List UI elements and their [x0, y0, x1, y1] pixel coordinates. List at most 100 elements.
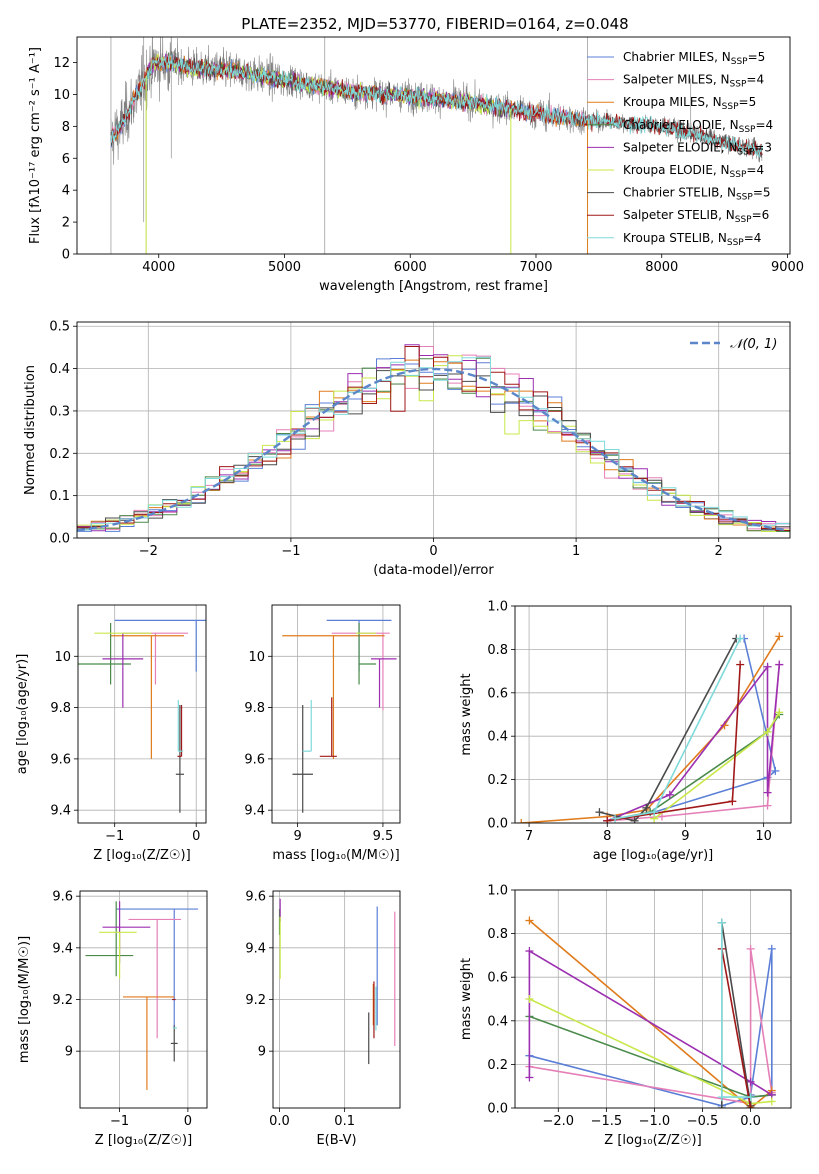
y-tick-label: 0.2 — [487, 773, 508, 788]
y-tick-label: 0.8 — [487, 643, 508, 658]
x-tick-label: 1 — [572, 544, 580, 559]
chart-residuals: −2 −1 0 1 2 0.0 0.1 0.2 0.3 0.4 0.5 (data-model)/er… — [23, 320, 791, 578]
x-tick-label: −1.0 — [639, 1114, 671, 1129]
plot-area-weight-vs-Z — [525, 916, 776, 1108]
y-tick-label: 0.4 — [487, 1014, 508, 1029]
y-axis-label: mass weight — [459, 958, 474, 1040]
point-salpeter-elodie — [370, 658, 397, 708]
chart-weight-vs-Z: −2.0 −1.5 −1.0 −0.5 0.0 0.0 0.2 0.4 0.6 0.8 1.0 Z [… — [459, 884, 792, 1148]
plot-area-age-vs-mass — [282, 619, 397, 813]
marker-chabrier-stelib — [642, 803, 651, 812]
spectrum-legend: Chabrier MILES, NSSP=5 Salpeter MILES, NS… — [587, 50, 773, 248]
marker-salpeter-elodie — [525, 1073, 534, 1082]
y-tick-label: 0.5 — [49, 320, 70, 335]
plot-area-spectrum — [110, 37, 763, 254]
marker-salpeter-elodie — [525, 947, 534, 956]
point-kroupa-stelib — [177, 699, 184, 752]
x-axis-label: Z [log₁₀(Z/Z☉)] — [93, 848, 190, 863]
marker-salpeter-stelib — [728, 797, 737, 806]
y-tick-label: 0.1 — [49, 489, 70, 504]
marker-kroupa-elodie — [763, 727, 772, 736]
axes-frame — [514, 605, 792, 824]
chart-mass-vs-ebv: 0.0 0.1 9 9.2 9.4 9.6 E(B-V) — [245, 890, 401, 1148]
histogram-chabrier-stelib — [77, 370, 790, 531]
y-tick-label: 9.6 — [244, 752, 265, 767]
x-tick-label: 0 — [429, 544, 437, 559]
marker-salpeter-elodie — [763, 662, 772, 671]
marker-kroupa-elodie — [525, 995, 534, 1003]
x-tick-label: 0 — [184, 1114, 192, 1129]
marker-chabrier-stelib — [717, 1104, 726, 1108]
point-chabrier-miles — [116, 908, 199, 1028]
spectrum-model-kroupa-stelib — [110, 54, 763, 158]
x-axis-label: (data-model)/error — [373, 563, 494, 578]
x-tick-label: 2 — [715, 544, 723, 559]
axes-frame — [79, 890, 208, 1109]
legend-label-salpeter-stelib: Salpeter STELIB, NSSP=6 — [623, 208, 769, 225]
marker-chabrier-stelib — [630, 816, 639, 823]
y-axis-label: Flux [fλ10⁻¹⁷ erg cm⁻² s⁻¹ A⁻¹] — [28, 47, 43, 244]
x-tick-label: 0.0 — [269, 1114, 290, 1129]
y-tick-label: 0.0 — [487, 1102, 508, 1117]
y-axis-label: age [log₁₀(age/yr)] — [15, 654, 30, 775]
y-tick-label: 10 — [54, 650, 71, 665]
point-kroupa-stelib — [302, 699, 312, 752]
point-chabrier-stelib — [292, 705, 313, 813]
y-tick-label: 0.2 — [487, 1058, 508, 1073]
x-tick-label: 10 — [755, 829, 772, 844]
normal-curve — [77, 367, 788, 532]
series-salpeter-stelib — [607, 664, 741, 822]
point-salpeter-elodie — [102, 633, 144, 708]
marker-salpeter-elodie — [665, 790, 674, 799]
x-tick-label: 9.5 — [373, 829, 394, 844]
y-tick-label: 0.0 — [487, 817, 508, 832]
marker-kroupa-stelib — [717, 1093, 726, 1102]
x-axis-label: Z [log₁₀(Z/Z☉)] — [95, 1133, 192, 1148]
point-chabrier-stelib — [170, 1025, 178, 1062]
y-tick-label: 0.4 — [49, 362, 70, 377]
marker-chabrier-miles — [771, 766, 780, 775]
y-tick-label: 9.2 — [245, 993, 266, 1008]
point-chabrier-elodie — [85, 901, 134, 977]
y-axis-label: mass weight — [459, 673, 474, 755]
y-tick-label: 9.6 — [52, 890, 73, 905]
marker-kroupa-elodie — [767, 1097, 776, 1106]
legend-label-kroupa-stelib: Kroupa STELIB, NSSP=4 — [623, 231, 761, 248]
point-salpeter-stelib — [177, 705, 183, 757]
marker-kroupa-stelib — [650, 808, 659, 817]
y-tick-label: 0.4 — [487, 730, 508, 745]
series-salpeter-stelib — [721, 948, 752, 1108]
histogram-kroupa-stelib — [77, 356, 790, 531]
legend-label-kroupa-miles: Kroupa MILES, NSSP=5 — [623, 95, 756, 112]
y-tick-label: 9.4 — [50, 804, 71, 819]
marker-kroupa-miles — [517, 819, 526, 823]
plot-area-mass-vs-ebv — [278, 898, 396, 1065]
x-tick-label: 8 — [603, 829, 611, 844]
marker-kroupa-stelib — [746, 1093, 755, 1102]
marker-salpeter-stelib — [603, 816, 612, 823]
point-salpeter-miles — [128, 918, 182, 1039]
x-tick-label: 4000 — [142, 260, 175, 275]
x-tick-label: −2 — [139, 544, 158, 559]
legend-label-salpeter-miles: Salpeter MILES, NSSP=4 — [623, 73, 764, 90]
marker-kroupa-stelib — [717, 918, 726, 927]
axes-frame — [76, 36, 791, 255]
x-tick-label: 9 — [293, 829, 301, 844]
chart-spectrum: 4000 5000 6000 7000 8000 9000 0 2 4 6 8 10 12 wavelen… — [28, 36, 804, 294]
y-tick-label: 0.0 — [49, 532, 70, 547]
y-tick-label: 2 — [62, 216, 70, 231]
marker-kroupa-stelib — [611, 814, 620, 823]
plot-area-residuals — [77, 344, 790, 532]
plot-area-mass-vs-Z — [85, 901, 199, 1090]
y-tick-label: 9.6 — [50, 752, 71, 767]
chart-weight-vs-age: 7 8 9 10 0.0 0.2 0.4 0.6 0.8 1.0 age [log₁₀(age/yr… — [459, 600, 792, 863]
series-chabrier-miles — [607, 638, 777, 822]
series-chabrier-elodie — [607, 714, 780, 822]
y-axis-label: Normed distribution — [23, 365, 38, 495]
x-axis-label: E(B-V) — [316, 1133, 356, 1148]
series-kroupa-elodie — [653, 711, 780, 820]
x-tick-label: 7000 — [519, 260, 552, 275]
y-tick-label: 9 — [65, 1045, 73, 1060]
legend-label-chabrier-stelib: Chabrier STELIB, NSSP=5 — [623, 186, 771, 203]
